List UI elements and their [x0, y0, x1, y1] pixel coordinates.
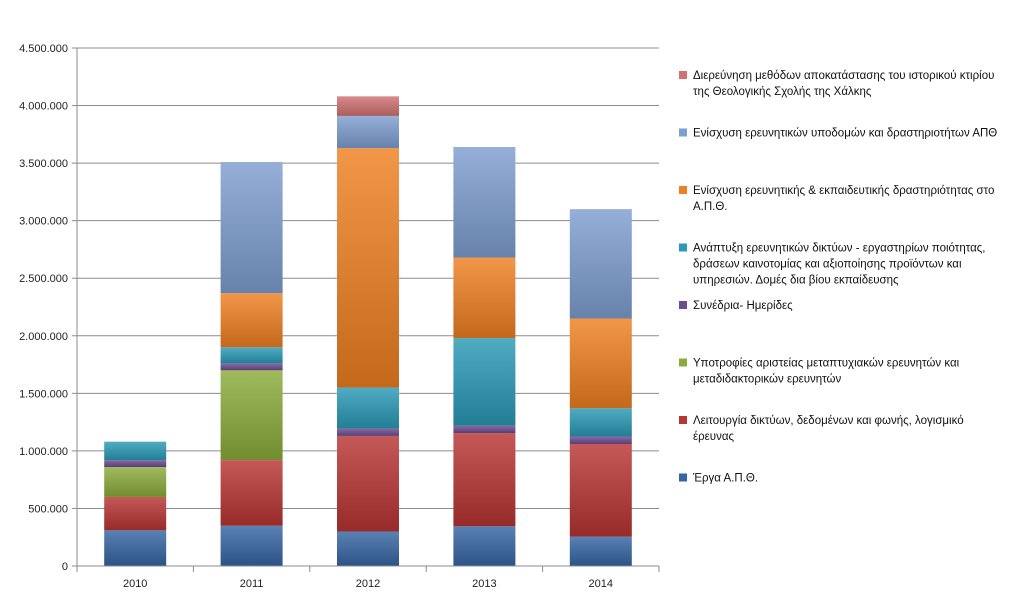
bar-segment: [453, 426, 515, 433]
y-tick-label: 2.000.000: [19, 331, 68, 343]
bars: [104, 96, 632, 566]
bar-segment: [570, 437, 632, 444]
bar-segment: [570, 319, 632, 409]
bar-segment: [453, 147, 515, 258]
x-tick-label: 2013: [472, 578, 496, 590]
bar-segment: [453, 338, 515, 425]
legend-label: Λειτουργία δικτύων, δεδομένων και φωνής,…: [693, 415, 964, 443]
chart-canvas: 0 500.000 1.000.000 1.500.000 2.000.000 2.500…: [0, 0, 1024, 599]
legend-swatch: [679, 416, 687, 424]
y-tick-label: 3.000.000: [19, 216, 68, 228]
legend-label: Ανάπτυξη ερευνητικών δικτύων - εργαστηρί…: [693, 243, 986, 287]
bar-segment: [221, 370, 283, 460]
bar-segment: [221, 293, 283, 347]
y-tick-label: 1.000.000: [19, 446, 68, 458]
y-tick-label: 4.000.000: [19, 101, 68, 113]
x-tick-label: 2012: [356, 578, 380, 590]
bar-segment: [337, 428, 399, 435]
legend-swatch: [679, 129, 687, 137]
x-tick-label: 2014: [589, 578, 613, 590]
y-tick-label: 500.000: [28, 503, 68, 515]
legend-swatch: [679, 359, 687, 367]
y-tick-label: 1.500.000: [19, 388, 68, 400]
y-tick-label: 4.500.000: [19, 43, 68, 55]
y-tick-label: 3.500.000: [19, 158, 68, 170]
y-tick-label: 0: [62, 561, 68, 573]
bar-segment: [104, 442, 166, 460]
bar-segment: [570, 408, 632, 436]
legend-swatch: [679, 301, 687, 309]
bar-segment: [337, 148, 399, 387]
legend-label: Συνέδρια- Ημερίδες: [693, 300, 793, 312]
bar-segment: [337, 531, 399, 566]
bar-segment: [104, 530, 166, 566]
bar-segment: [104, 497, 166, 530]
bar-segment: [221, 526, 283, 566]
legend-label: Διερεύνηση μεθόδων αποκατάστασης του ιστ…: [693, 70, 994, 98]
bar-segment: [221, 347, 283, 363]
bar-segment: [453, 526, 515, 566]
bar-segment: [570, 444, 632, 537]
bar-segment: [337, 116, 399, 148]
bar-segment: [570, 537, 632, 566]
bar-segment: [337, 96, 399, 116]
legend-label: Έργα Α.Π.Θ.: [692, 473, 758, 485]
bar-segment: [104, 460, 166, 467]
bar-segment: [337, 436, 399, 532]
legend-label: Υποτροφίες αριστείας μεταπτυχιακών ερευν…: [693, 358, 960, 386]
legend-swatch: [679, 71, 687, 79]
bar-segment: [104, 467, 166, 497]
legend-swatch: [679, 244, 687, 252]
bar-segment: [453, 433, 515, 526]
bar-segment: [337, 388, 399, 429]
bar-segment: [221, 363, 283, 370]
legend-label: Ενίσχυση ερευνητικών υποδομών και δραστη…: [693, 128, 997, 140]
bar-segment: [453, 258, 515, 339]
x-tick-label: 2011: [240, 578, 264, 590]
x-tick-label: 2010: [123, 578, 147, 590]
y-tick-label: 2.500.000: [19, 273, 68, 285]
legend-swatch: [679, 186, 687, 194]
legend-swatch: [679, 474, 687, 482]
bar-segment: [221, 460, 283, 526]
legend: Διερεύνηση μεθόδων αποκατάστασης του ιστ…: [679, 70, 997, 485]
legend-label: Ενίσχυση ερευνητικής & εκπαιδευτικής δρα…: [693, 185, 994, 213]
bar-segment: [570, 209, 632, 318]
stacked-bar-chart: 0 500.000 1.000.000 1.500.000 2.000.000 2.500…: [0, 0, 1024, 599]
bar-segment: [221, 162, 283, 293]
